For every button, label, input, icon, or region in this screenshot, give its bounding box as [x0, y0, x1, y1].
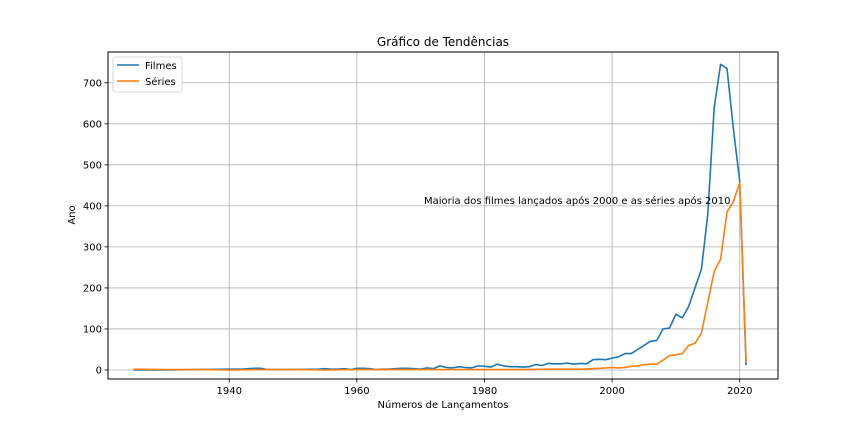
x-tick-label: 2020 — [727, 386, 752, 397]
x-tick-label: 1980 — [472, 386, 497, 397]
y-tick-label: 600 — [83, 119, 102, 130]
axis-ticks: 1940 1960 1980 2000 2020 0 100 200 300 400 500 600 7… — [83, 78, 753, 397]
grid — [108, 52, 778, 379]
legend: Filmes Séries — [112, 56, 183, 93]
y-tick-label: 100 — [83, 324, 102, 335]
x-tick-label: 2000 — [599, 386, 624, 397]
series-line-series — [133, 182, 747, 371]
y-tick-label: 200 — [83, 283, 102, 294]
y-tick-label: 0 — [96, 365, 102, 376]
series-lines — [133, 63, 747, 371]
y-tick-label: 700 — [83, 78, 102, 89]
plot-frame — [107, 51, 779, 380]
x-tick-label: 1960 — [344, 386, 369, 397]
y-tick-label: 300 — [83, 242, 102, 253]
chart-title: Gráfico de Tendências — [377, 35, 509, 49]
legend-label-filmes: Filmes — [145, 61, 177, 72]
series-line-filmes — [133, 63, 747, 371]
y-axis-label: Ano — [67, 205, 78, 224]
y-tick-label: 500 — [83, 160, 102, 171]
legend-label-series: Séries — [145, 76, 176, 88]
y-tick-label: 400 — [83, 201, 102, 212]
x-axis-label: Números de Lançamentos — [378, 399, 509, 411]
x-tick-label: 1940 — [217, 386, 242, 397]
chart-annotation: Maioria dos filmes lançados após 2000 e … — [424, 195, 730, 207]
